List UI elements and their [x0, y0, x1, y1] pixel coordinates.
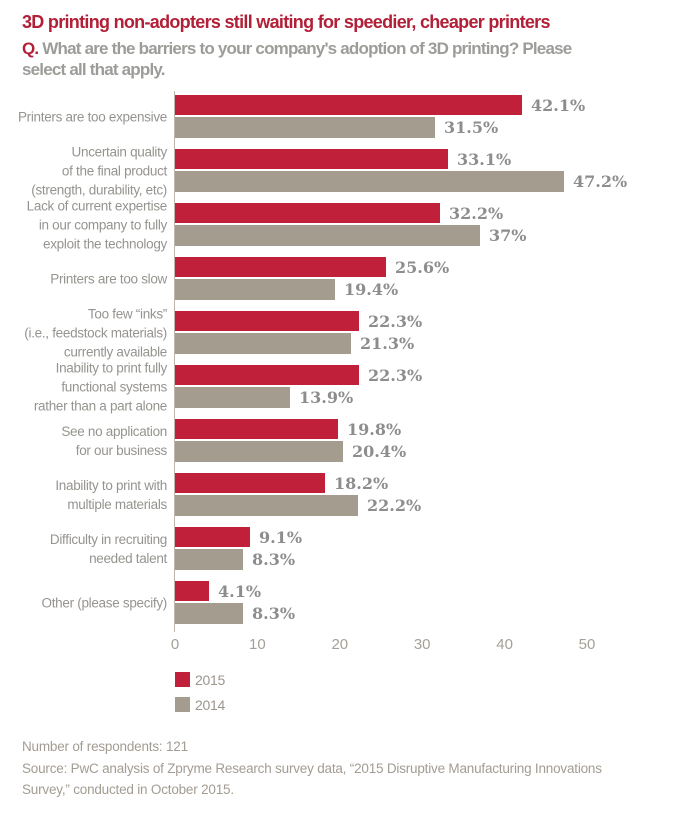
bar-2014: [175, 387, 290, 408]
value-label-2015: 32.2%: [449, 203, 504, 223]
bar-2015: [175, 419, 338, 439]
bar-group: Printers are too slow 25.6% 19.4%: [0, 257, 700, 300]
bar-group: Uncertain quality of the final product (st…: [0, 144, 700, 197]
value-label-2014: 8.3%: [252, 550, 296, 569]
legend-item-2014: 2014: [175, 696, 700, 713]
bar-2014: [175, 549, 243, 570]
value-label-2014: 22.2%: [367, 496, 422, 515]
bar-2015: [175, 581, 209, 601]
bar-2014: [175, 333, 351, 354]
y-axis-line: [174, 91, 175, 632]
value-label-2014: 31.5%: [444, 118, 499, 137]
bar-group: Difficulty in recruiting needed talent 9.1…: [0, 527, 700, 570]
question-line-1: Q. What are the barriers to your company…: [22, 38, 700, 59]
value-label-2014: 21.3%: [360, 334, 415, 353]
bar-2015: [175, 527, 250, 547]
bar-group: Inability to print with multiple material…: [0, 473, 700, 516]
bar-2014: [175, 279, 335, 300]
question-prefix: Q.: [22, 39, 39, 58]
value-label-2015: 22.3%: [368, 365, 423, 385]
bar-2014: [175, 495, 358, 516]
bar-group: Too few “inks” (i.e., feedstock materials…: [0, 306, 700, 359]
bar-2015: [175, 95, 522, 115]
legend-label-2015: 2015: [195, 671, 225, 688]
bar-group: Other (please specify) 4.1% 8.3%: [0, 581, 700, 624]
bar-2015: [175, 365, 359, 385]
value-label-2014: 8.3%: [252, 604, 296, 623]
category-label: See no application for our business: [61, 423, 167, 458]
bar-group: See no application for our business 19.8% 2…: [0, 419, 700, 462]
category-label: Other (please specify): [41, 595, 168, 610]
category-label: Lack of current expertise in our company …: [26, 198, 168, 251]
bar-group: Printers are too expensive 42.1% 31.5%: [0, 95, 700, 138]
x-axis-tick: 30: [413, 636, 431, 653]
value-label-2015: 22.3%: [368, 311, 423, 331]
value-label-2014: 20.4%: [352, 442, 407, 461]
value-label-2015: 4.1%: [218, 581, 262, 601]
legend-item-2015: 2015: [175, 671, 700, 688]
value-label-2015: 19.8%: [347, 419, 402, 439]
bar-2014: [175, 117, 435, 138]
legend-label-2014: 2014: [195, 696, 225, 713]
x-axis-tick: 0: [170, 636, 180, 653]
category-label: Difficulty in recruiting needed talent: [49, 531, 167, 566]
x-axis-tick: 50: [578, 636, 596, 653]
chart-title: 3D printing non-adopters still waiting f…: [22, 12, 550, 32]
question-line-1-text: What are the barriers to your company's …: [42, 39, 572, 58]
value-label-2015: 33.1%: [457, 149, 512, 169]
value-label-2015: 18.2%: [334, 473, 389, 493]
x-axis-tick: 40: [496, 636, 513, 653]
bar-chart: Printers are too expensive 42.1% 31.5% Unce…: [0, 91, 700, 632]
category-label: Inability to print fully functional syste…: [33, 360, 167, 413]
value-label-2014: 37%: [489, 226, 527, 245]
x-axis: 0 10 20 30 40 50: [0, 636, 700, 653]
chart-page: 3D printing non-adopters still waiting f…: [0, 12, 700, 818]
x-axis-tick: 10: [249, 636, 266, 653]
value-label-2015: 9.1%: [259, 527, 303, 547]
bar-2014: [175, 603, 243, 624]
respondents-note: Number of respondents: 121: [22, 739, 188, 754]
source-note-line-2: Survey,” conducted in October 2015.: [22, 782, 234, 797]
bar-2015: [175, 257, 386, 277]
legend: 2015 2014: [175, 671, 700, 713]
category-label: Printers are too expensive: [17, 109, 167, 124]
bar-2015: [175, 311, 359, 331]
bar-group: Inability to print fully functional syste…: [0, 360, 700, 413]
value-label-2014: 19.4%: [344, 280, 399, 299]
category-label: Too few “inks” (i.e., feedstock materials…: [24, 306, 167, 359]
value-label-2014: 13.9%: [299, 388, 354, 407]
category-label: Uncertain quality of the final product (st…: [31, 144, 167, 197]
category-label: Printers are too slow: [50, 271, 167, 286]
value-label-2015: 42.1%: [531, 95, 586, 115]
survey-question: Q. What are the barriers to your company…: [22, 38, 700, 80]
bar-2014: [175, 441, 343, 462]
bar-2015: [175, 203, 440, 223]
legend-swatch-2015: [175, 672, 190, 687]
bar-group: Lack of current expertise in our company …: [0, 198, 700, 251]
bar-2015: [175, 149, 448, 169]
legend-swatch-2014: [175, 697, 190, 712]
value-label-2014: 47.2%: [573, 172, 628, 191]
value-label-2015: 25.6%: [395, 257, 450, 277]
question-line-2: select all that apply.: [22, 60, 166, 79]
x-axis-tick: 20: [331, 636, 349, 653]
bar-2014: [175, 225, 480, 246]
bar-2014: [175, 171, 564, 192]
bar-2015: [175, 473, 325, 493]
source-note-line-1: Source: PwC analysis of Zpryme Research …: [22, 760, 602, 776]
footer: Number of respondents: 121 Source: PwC a…: [22, 736, 700, 801]
category-label: Inability to print with multiple material…: [55, 477, 167, 512]
